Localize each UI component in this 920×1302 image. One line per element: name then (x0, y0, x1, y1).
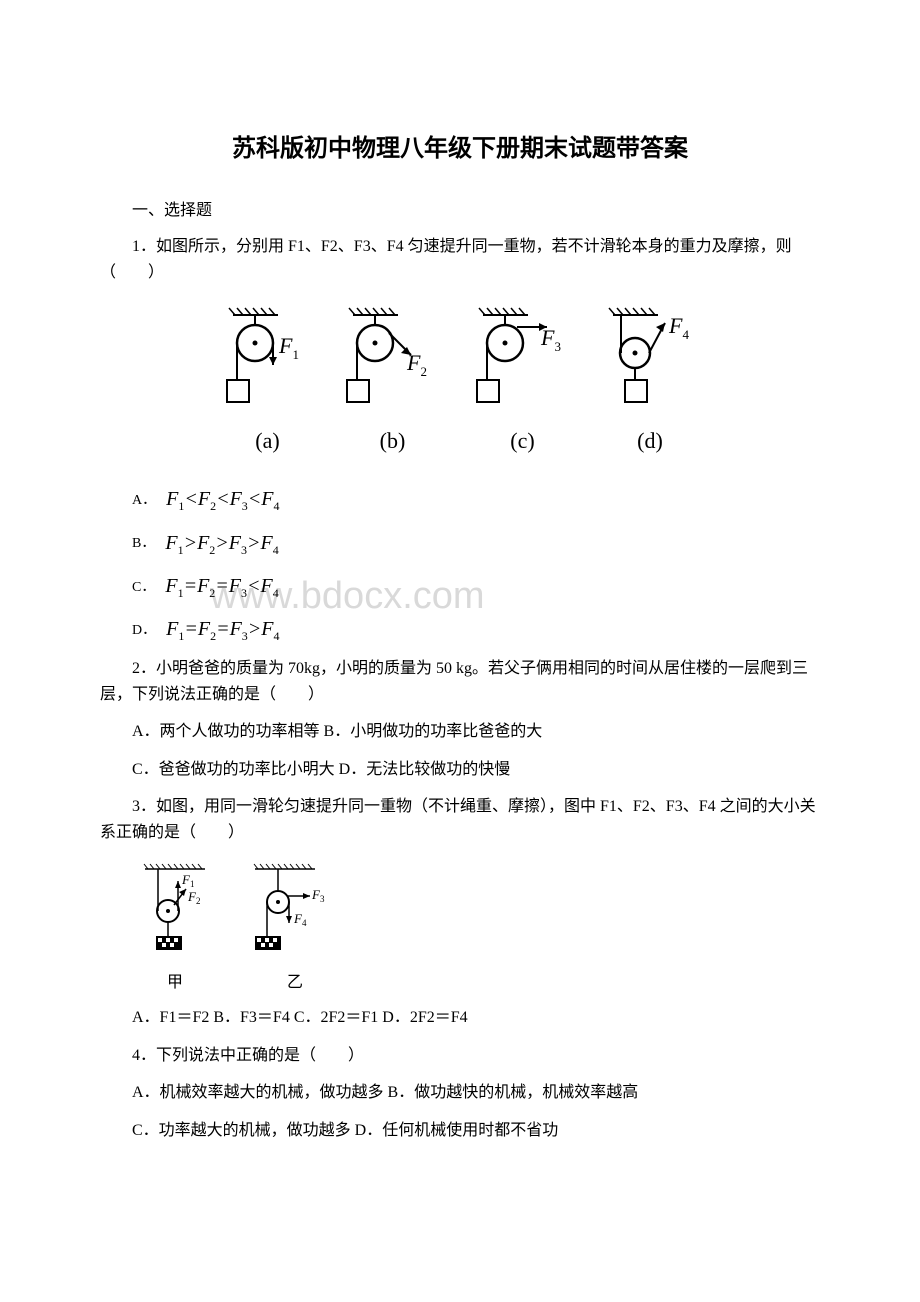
q3-fig-yi-svg: F3 F4 (250, 861, 340, 966)
fig2-label-yi: 乙 (287, 970, 303, 996)
option-letter: C． (132, 577, 155, 603)
q4-options-2: C．功率越大的机械，做功越多 D．任何机械使用时都不省功 (100, 1118, 820, 1144)
svg-text:F4: F4 (293, 911, 307, 928)
force-label: F1 (278, 333, 299, 362)
q4-options-1: A．机械效率越大的机械，做功越多 B．做功越快的机械，机械效率越高 (100, 1080, 820, 1106)
section-heading: 一、选择题 (100, 198, 820, 224)
page-title: 苏科版初中物理八年级下册期末试题带答案 (100, 130, 820, 168)
pulley-b-svg: F2 (343, 305, 443, 415)
q2-options-2: C．爸爸做功的功率比小明大 D．无法比较做功的快慢 (100, 757, 820, 783)
q3-options: A．F1＝F2 B．F3＝F4 C．2F2＝F1 D．2F2＝F4 (100, 1005, 820, 1031)
option-letter: B． (132, 533, 155, 559)
option-letter: D． (132, 620, 156, 646)
q3-fig-yi: F3 F4 乙 (250, 861, 340, 996)
pulley-d-svg: F4 (603, 305, 698, 415)
q1-option-c: C． F1=F2=F3<F4 (100, 570, 820, 603)
option-letter: A． (132, 490, 156, 516)
q1-option-d: D． F1=F2=F3>F4 (100, 613, 820, 646)
option-expr: F1<F2<F3<F4 (166, 483, 279, 516)
pulley-c-svg: F3 (473, 305, 573, 415)
q1-option-a: A． F1<F2<F3<F4 (100, 483, 820, 516)
pulley-c: F3 (c) (473, 305, 573, 458)
pulley-b: F2 (b) (343, 305, 443, 458)
question-4-text: 4．下列说法中正确的是（ ） (100, 1043, 820, 1069)
fig-label-c: (c) (510, 423, 534, 458)
q3-fig-jia-svg: F1 F2 (140, 861, 210, 966)
q1-figure-row: F1 (a) F2 (b) F3 (100, 305, 820, 458)
option-expr: F1>F2>F3>F4 (165, 527, 278, 560)
fig2-label-jia: 甲 (167, 970, 183, 996)
question-1-text: 1．如图所示，分别用 F1、F2、F3、F4 匀速提升同一重物，若不计滑轮本身的… (100, 234, 820, 285)
force-label: F3 (540, 325, 561, 354)
pulley-a: F1 (a) (223, 305, 313, 458)
force-label: F4 (668, 313, 689, 342)
q1-option-b: B． F1>F2>F3>F4 (100, 527, 820, 560)
fig-label-d: (d) (637, 423, 663, 458)
option-expr: F1=F2=F3>F4 (166, 613, 279, 646)
pulley-a-svg: F1 (223, 305, 313, 415)
q3-figure-row: F1 F2 甲 F3 F4 乙 (140, 861, 820, 996)
svg-text:F2: F2 (187, 889, 200, 906)
question-3-text: 3．如图，用同一滑轮匀速提升同一重物（不计绳重、摩擦），图中 F1、F2、F3、… (100, 794, 820, 845)
force-label: F2 (406, 350, 427, 379)
fig-label-a: (a) (255, 423, 279, 458)
svg-text:F1: F1 (181, 872, 194, 889)
question-2-text: 2．小明爸爸的质量为 70kg，小明的质量为 50 kg。若父子俩用相同的时间从… (100, 656, 820, 707)
fig-label-b: (b) (380, 423, 406, 458)
svg-text:F3: F3 (311, 887, 325, 904)
q3-fig-jia: F1 F2 甲 (140, 861, 210, 996)
option-expr: F1=F2=F3<F4 (165, 570, 278, 603)
pulley-d: F4 (d) (603, 305, 698, 458)
q2-options-1: A．两个人做功的功率相等 B．小明做功的功率比爸爸的大 (100, 719, 820, 745)
